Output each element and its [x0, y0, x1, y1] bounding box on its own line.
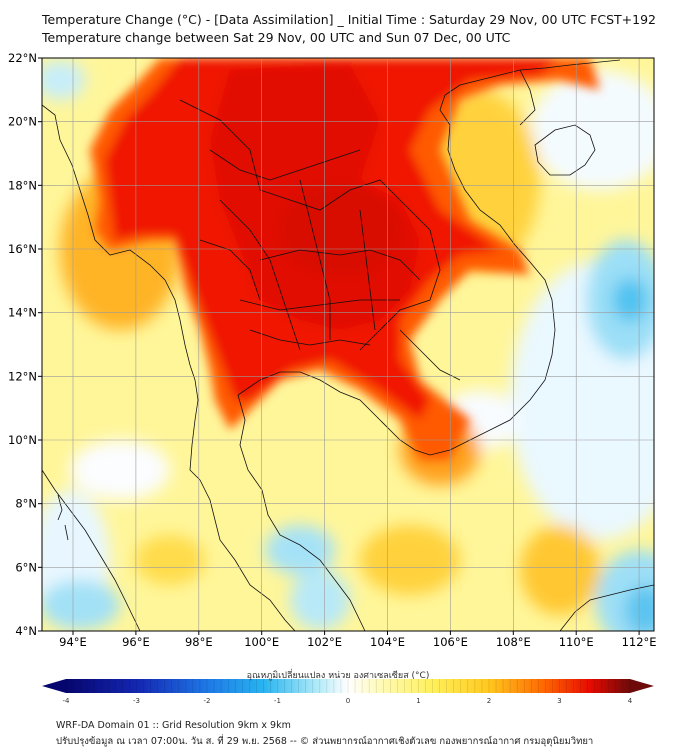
footer-update-info: ปรับปรุงข้อมูล ณ เวลา 07:00น. วัน ส. ที่…: [56, 736, 594, 747]
longitude-label: 106°E: [433, 635, 468, 649]
graticule: [42, 58, 654, 631]
latitude-label: 4°N: [15, 624, 37, 638]
longitude-label: 102°E: [307, 635, 342, 649]
colorbar-tick-label: -3: [133, 697, 140, 705]
latitude-label: 18°N: [8, 178, 37, 192]
latitude-labels: 22°N 20°N 18°N 16°N 14°N 12°N 10°N 8°N 6°N 4°N: [8, 51, 42, 638]
latitude-label: 20°N: [8, 115, 37, 129]
colorbar-tick-label: 2: [487, 697, 491, 705]
footer-domain-info: WRF-DA Domain 01 :: Grid Resolution 9km …: [56, 720, 291, 731]
latitude-label: 6°N: [15, 560, 37, 574]
colorbar-tick-label: 0: [346, 697, 350, 705]
colorbar-tick-label: 3: [557, 697, 561, 705]
longitude-label: 94°E: [59, 635, 87, 649]
longitude-label: 100°E: [244, 635, 279, 649]
latitude-label: 22°N: [8, 51, 37, 65]
colorbar-tick-label: -1: [274, 697, 281, 705]
colorbar-tick-label: -4: [63, 697, 71, 705]
colorbar-tick-label: 4: [628, 697, 633, 705]
latitude-label: 14°N: [8, 306, 37, 320]
longitude-label: 98°E: [185, 635, 213, 649]
latitude-label: 16°N: [8, 242, 37, 256]
colorbar-tick-label: -2: [204, 697, 211, 705]
longitude-labels: 94°E 96°E 98°E 100°E 102°E 104°E 106°E 108°E 110…: [59, 631, 657, 649]
map-title-line1: Temperature Change (°C) - [Data Assimila…: [42, 12, 657, 27]
temperature-field: [42, 58, 654, 631]
latitude-label: 12°N: [8, 369, 37, 383]
longitude-label: 104°E: [370, 635, 405, 649]
longitude-label: 96°E: [122, 635, 150, 649]
colorbar-max-arrow: [630, 679, 654, 693]
latitude-label: 10°N: [8, 433, 37, 447]
coastlines-and-borders: [42, 59, 654, 631]
colorbar-tick-label: 1: [416, 697, 420, 705]
map-frame: [41, 57, 655, 632]
latitude-label: 8°N: [15, 497, 37, 511]
map-title-line2: Temperature change between Sat 29 Nov, 0…: [42, 30, 511, 45]
longitude-label: 112°E: [622, 635, 657, 649]
colorbar-min-arrow: [42, 679, 66, 693]
longitude-label: 110°E: [559, 635, 594, 649]
colorbar-title: อุณหภูมิเปลี่ยนแปลง หน่วย องศาเซลเซียส (…: [246, 671, 430, 681]
colorbar-gradient: [66, 679, 630, 693]
longitude-label: 108°E: [496, 635, 531, 649]
colorbar: -4 -3 -2 -1 0 1 2 3 4: [42, 679, 654, 705]
